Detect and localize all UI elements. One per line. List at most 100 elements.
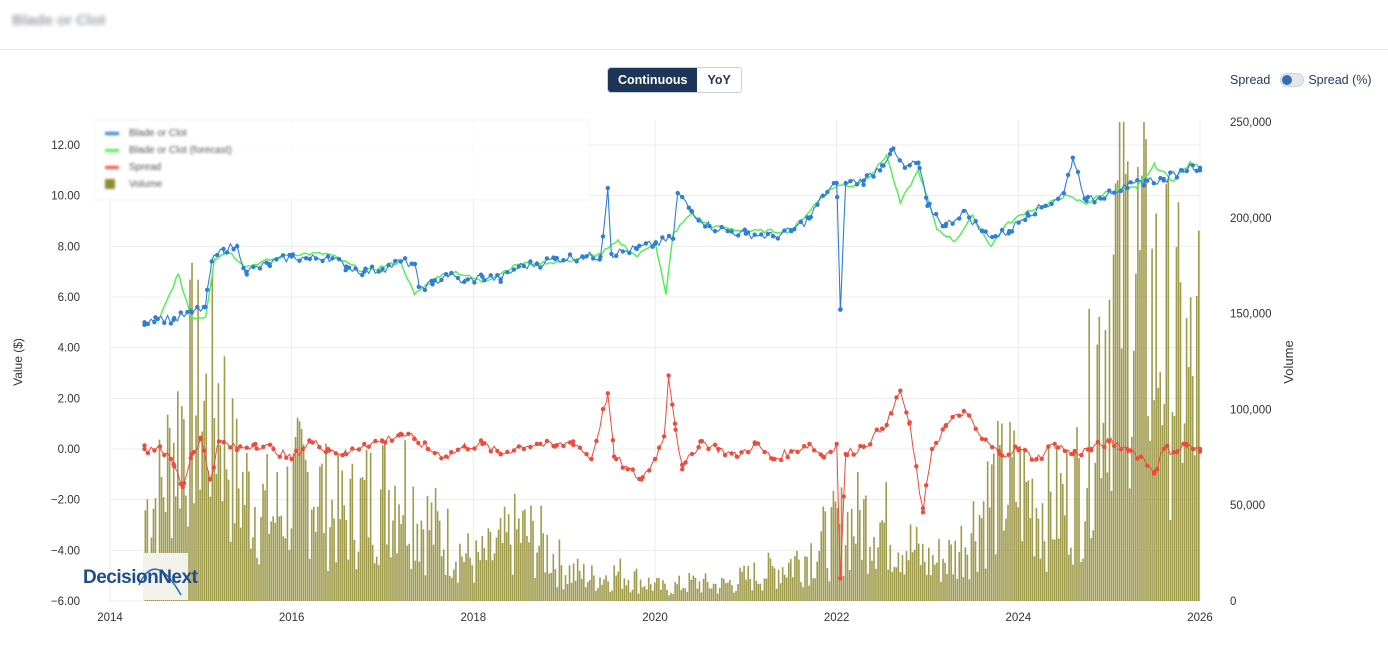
series-marker [422, 287, 428, 293]
volume-bar [946, 573, 948, 601]
volume-bar [489, 531, 492, 601]
volume-bar [505, 532, 508, 601]
volume-bar [1141, 175, 1143, 602]
volume-bar [339, 519, 341, 601]
series-marker [999, 227, 1005, 233]
volume-bar [168, 427, 171, 601]
spread-label: Spread [1230, 73, 1271, 87]
volume-bar [442, 549, 445, 601]
series-marker [943, 221, 949, 227]
legend-item[interactable]: Blade or Clot [105, 126, 187, 140]
series-marker [917, 165, 922, 171]
volume-bar [1039, 558, 1042, 601]
volume-bar [501, 542, 504, 601]
volume-bar [613, 565, 616, 601]
series-marker [323, 449, 329, 455]
series-marker [362, 441, 367, 447]
volume-bar [1179, 282, 1182, 601]
volume-bar [394, 485, 396, 601]
volume-bar [834, 501, 837, 601]
series-marker [868, 442, 873, 447]
series-marker [973, 426, 978, 431]
volume-bar [349, 478, 352, 601]
volume-bar [1057, 538, 1060, 601]
series-marker [634, 246, 639, 252]
volume-bar [641, 587, 644, 601]
series-marker [561, 443, 566, 449]
series-marker [181, 481, 187, 486]
volume-bar [974, 541, 977, 601]
volume-bar [457, 582, 459, 601]
volume-bar [589, 580, 591, 601]
series-marker [505, 270, 510, 275]
series-marker [152, 448, 157, 453]
volume-bar [499, 517, 502, 601]
series-marker [798, 219, 804, 224]
legend-item[interactable]: Blade or Clot (forecast) [105, 143, 232, 157]
volume-bar [481, 535, 484, 601]
volume-bar [1045, 571, 1048, 601]
legend-item[interactable]: Spread [105, 160, 161, 174]
volume-bar [473, 582, 475, 601]
series-marker [228, 445, 233, 450]
volume-bar [915, 526, 918, 601]
volume-bar [625, 585, 628, 601]
series-marker [584, 451, 589, 457]
series-marker [284, 455, 289, 460]
volume-bar [682, 587, 685, 601]
yoy-button[interactable]: YoY [697, 68, 741, 92]
series-marker [356, 447, 362, 452]
volume-bar [1128, 488, 1131, 601]
volume-bar [560, 565, 563, 601]
volume-bar [304, 459, 307, 601]
volume-bar [643, 585, 646, 601]
series-marker [211, 465, 216, 470]
series-marker [914, 464, 919, 469]
series-marker [180, 484, 185, 490]
spread-switch[interactable] [1280, 73, 1305, 87]
volume-bar [1084, 521, 1086, 601]
series-marker [521, 446, 526, 452]
volume-bar [1007, 504, 1009, 601]
y-tick-label: 12.00 [51, 140, 80, 152]
series-marker [386, 262, 391, 268]
volume-bar [909, 524, 912, 601]
volume-bar [1147, 416, 1149, 601]
series-marker [884, 422, 889, 428]
series-marker [625, 467, 630, 472]
series-marker [253, 441, 258, 447]
series-marker [544, 256, 550, 261]
legend-item[interactable]: Volume [105, 177, 162, 191]
volume-bar [672, 593, 674, 601]
continuous-button[interactable]: Continuous [608, 68, 698, 92]
series-marker [933, 440, 939, 446]
series-marker [1145, 178, 1150, 183]
series-marker [300, 446, 305, 452]
series-marker [904, 410, 909, 415]
volume-bar [970, 533, 973, 601]
series-marker [344, 451, 349, 457]
volume-bar [333, 518, 335, 601]
volume-bar [556, 587, 559, 601]
series-marker [889, 411, 894, 416]
volume-bar [1112, 254, 1115, 602]
volume-bar [723, 578, 725, 601]
volume-bar [875, 568, 877, 601]
volume-bar [227, 479, 230, 601]
volume-bar [386, 544, 388, 601]
series-marker [957, 216, 962, 221]
series-marker [482, 441, 487, 446]
series-marker [851, 452, 856, 457]
volume-bar [463, 562, 465, 601]
volume-bar [471, 565, 473, 601]
volume-bar [982, 501, 985, 601]
series-marker [712, 442, 718, 447]
volume-bar [357, 551, 360, 601]
series-marker [1161, 446, 1166, 452]
series-marker [554, 255, 559, 261]
volume-bar [503, 506, 506, 601]
series-marker [820, 193, 826, 198]
series-marker [1056, 196, 1061, 201]
volume-bar [264, 490, 266, 601]
legend-label: Blade or Clot [129, 127, 187, 139]
